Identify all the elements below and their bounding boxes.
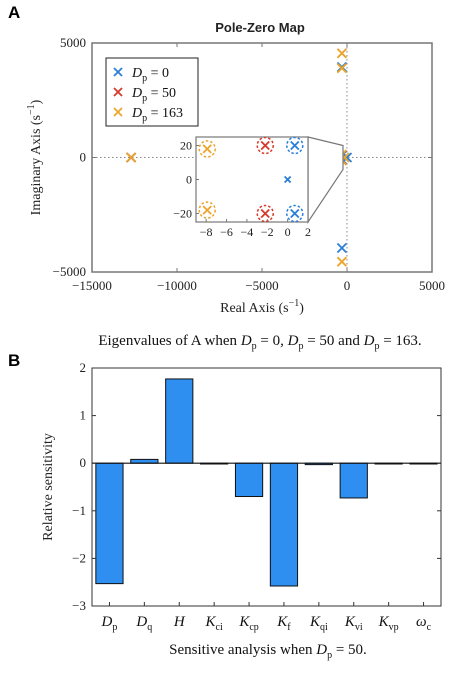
inset-origin-marker xyxy=(283,175,292,184)
y-tick-label: 2 xyxy=(80,360,87,375)
inset-x-tick-label: −8 xyxy=(200,225,213,239)
category-label-Dq: Dq xyxy=(135,614,152,633)
x-tick-label: 5000 xyxy=(419,278,445,293)
pole-marker-163 xyxy=(336,48,348,59)
panel-b-letter: B xyxy=(8,351,20,370)
pole-marker-163 xyxy=(336,256,348,267)
category-label-Kcp: Kcp xyxy=(238,614,258,633)
inset-highlight-circle xyxy=(286,136,304,155)
category-label-H: H xyxy=(173,614,186,630)
inset-highlight-circle xyxy=(198,201,216,219)
plot-b-frame xyxy=(91,367,442,607)
inset-highlight-circle xyxy=(198,140,216,158)
y-tick-label: 1 xyxy=(80,408,87,423)
y-tick-label: 0 xyxy=(80,455,87,470)
pole-zero-title: Pole-Zero Map xyxy=(215,20,305,35)
inset-pole-marker xyxy=(202,205,212,215)
legend-marker-163 xyxy=(113,107,123,117)
inset-x-tick-label: −2 xyxy=(261,225,274,239)
legend-marker-50 xyxy=(113,87,123,97)
y-tick-label: 5000 xyxy=(60,35,86,50)
x-tick-label: −5000 xyxy=(245,278,278,293)
inset-pole-marker xyxy=(260,140,270,151)
inset-pole-marker xyxy=(290,140,300,151)
bar-Dp xyxy=(95,462,124,585)
inset-y-tick-label: 0 xyxy=(186,173,192,187)
bar-Kvi xyxy=(339,462,368,499)
inset-x-tick-label: −4 xyxy=(241,225,254,239)
y-tick-label: −1 xyxy=(72,503,86,518)
pole-marker-163 xyxy=(336,63,348,74)
category-label-ωc: ωc xyxy=(416,614,432,633)
inset-x-tick-label: 0 xyxy=(285,225,291,239)
x-tick-label: −10000 xyxy=(157,278,197,293)
y-tick-label: 0 xyxy=(80,150,87,165)
legend-marker-0 xyxy=(113,67,123,77)
inset-x-tick-label: −6 xyxy=(220,225,233,239)
category-label-Kqi: Kqi xyxy=(309,614,328,633)
x-tick-label: −15000 xyxy=(72,278,112,293)
bar-Kcp xyxy=(234,462,264,498)
legend-entry-0: Dp = 0 xyxy=(131,66,169,84)
category-label-Kci: Kci xyxy=(205,614,223,633)
panel-a-letter: A xyxy=(8,3,20,22)
inset-highlight-circle xyxy=(256,204,274,223)
panel-a-caption: Eigenvalues of A when Dp = 0, Dp = 50 an… xyxy=(98,333,421,352)
inset-y-tick-label: 20 xyxy=(180,139,192,153)
inset-y-tick-label: −20 xyxy=(173,207,192,221)
pole-marker-163 xyxy=(125,152,137,163)
sensitivity-bar-chart: −3 −2 −1 0 1 2 Dp Dq H Kci Kcp Kf Kqi Kvi Kvp ωc Relativ… xyxy=(41,360,442,633)
inset-highlight-circle xyxy=(286,204,304,223)
y-tick-label: −3 xyxy=(72,598,86,613)
y-tick-label: −2 xyxy=(72,550,86,565)
inset-highlight-circle xyxy=(256,136,274,155)
legend-entry-163: Dp = 163 xyxy=(131,106,183,124)
category-label-Kvp: Kvp xyxy=(378,614,399,633)
x-axis-label: Real Axis (s−1) xyxy=(220,298,304,316)
pole-marker-0 xyxy=(336,242,348,254)
y-tick-label: −5000 xyxy=(53,264,86,279)
pole-zero-plot: −15000 −10000 −5000 0 5000 −5000 0 5000 Real Axi… xyxy=(26,35,445,316)
category-label-Dp: Dp xyxy=(101,614,118,633)
category-label-Kf: Kf xyxy=(276,614,291,633)
inset-pole-marker xyxy=(260,208,270,219)
bar-Kf xyxy=(269,462,299,587)
y-axis-label: Imaginary Axis (s−1) xyxy=(26,99,44,215)
legend-entry-50: Dp = 50 xyxy=(131,86,176,104)
inset-pole-marker xyxy=(202,144,212,154)
x-tick-label: 0 xyxy=(344,278,351,293)
inset-x-tick-label: 2 xyxy=(305,225,311,239)
inset-pole-marker xyxy=(290,208,300,219)
category-label-Kvi: Kvi xyxy=(344,614,363,633)
panel-b-caption: Sensitive analysis when Dp = 50. xyxy=(169,642,367,661)
bar-H xyxy=(165,378,194,464)
y-axis-label: Relative sensitivity xyxy=(41,433,56,541)
